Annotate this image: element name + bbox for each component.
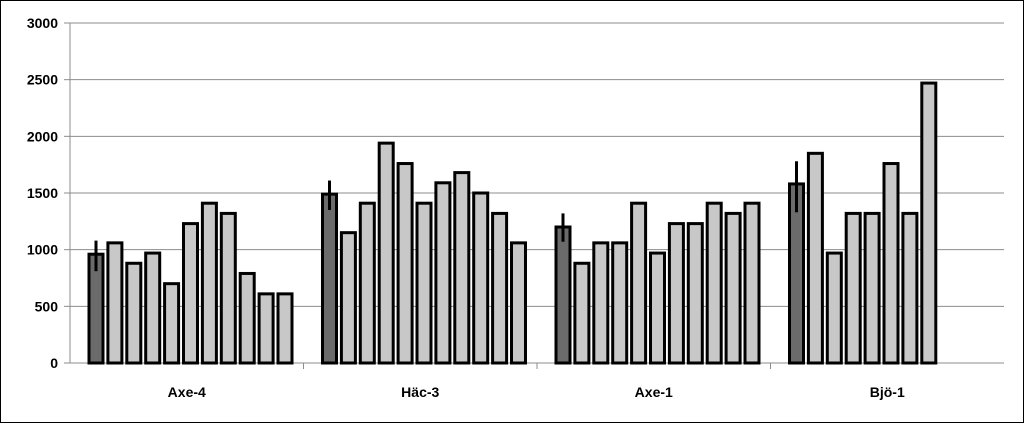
bar <box>686 222 704 365</box>
category-label: Bjö-1 <box>870 384 905 400</box>
bar <box>125 261 143 365</box>
bar <box>144 251 162 365</box>
category-label: Häc-3 <box>401 384 439 400</box>
bars <box>87 81 938 365</box>
bar <box>920 81 938 365</box>
category-label: Axe-4 <box>168 384 206 400</box>
bar <box>592 241 610 365</box>
bar <box>825 251 843 365</box>
error-bars <box>94 161 798 272</box>
bar <box>554 225 572 365</box>
bar <box>106 241 124 365</box>
bar <box>472 191 490 365</box>
bar <box>453 171 471 365</box>
bar <box>863 211 881 365</box>
labels: 0 500 1000 1500 2000 2500 3000 Axe-4 Häc-3 Axe-1 B… <box>27 15 905 400</box>
bar <box>806 151 824 365</box>
y-tick-label: 1000 <box>27 242 58 258</box>
bar <box>510 241 527 365</box>
y-tick-label: 500 <box>35 298 59 314</box>
bar <box>573 261 591 365</box>
bar <box>667 222 685 365</box>
bar <box>705 201 723 365</box>
bar <box>611 241 629 365</box>
bar <box>415 201 433 365</box>
bar <box>901 211 919 365</box>
bar <box>358 201 376 365</box>
y-tick-label: 2000 <box>27 128 58 144</box>
bar <box>321 192 338 365</box>
bar <box>257 292 275 365</box>
bar <box>434 181 452 365</box>
bar <box>238 271 256 365</box>
bar <box>396 162 414 365</box>
bar <box>491 211 509 365</box>
bar <box>339 231 357 365</box>
bar <box>630 201 648 365</box>
bar <box>276 292 294 365</box>
y-tick-label: 3000 <box>27 15 58 31</box>
bar <box>182 222 199 365</box>
category-label: Axe-1 <box>635 384 673 400</box>
bar <box>882 162 900 365</box>
bar <box>844 211 862 365</box>
y-tick-label: 0 <box>50 355 58 371</box>
bar <box>163 282 181 365</box>
bar <box>200 201 218 365</box>
bar <box>724 211 742 365</box>
bar <box>743 201 761 365</box>
y-tick-label: 1500 <box>27 185 58 201</box>
y-tick-label: 2500 <box>27 72 58 88</box>
bar <box>649 251 666 365</box>
bar <box>219 211 237 365</box>
bar <box>377 141 395 365</box>
